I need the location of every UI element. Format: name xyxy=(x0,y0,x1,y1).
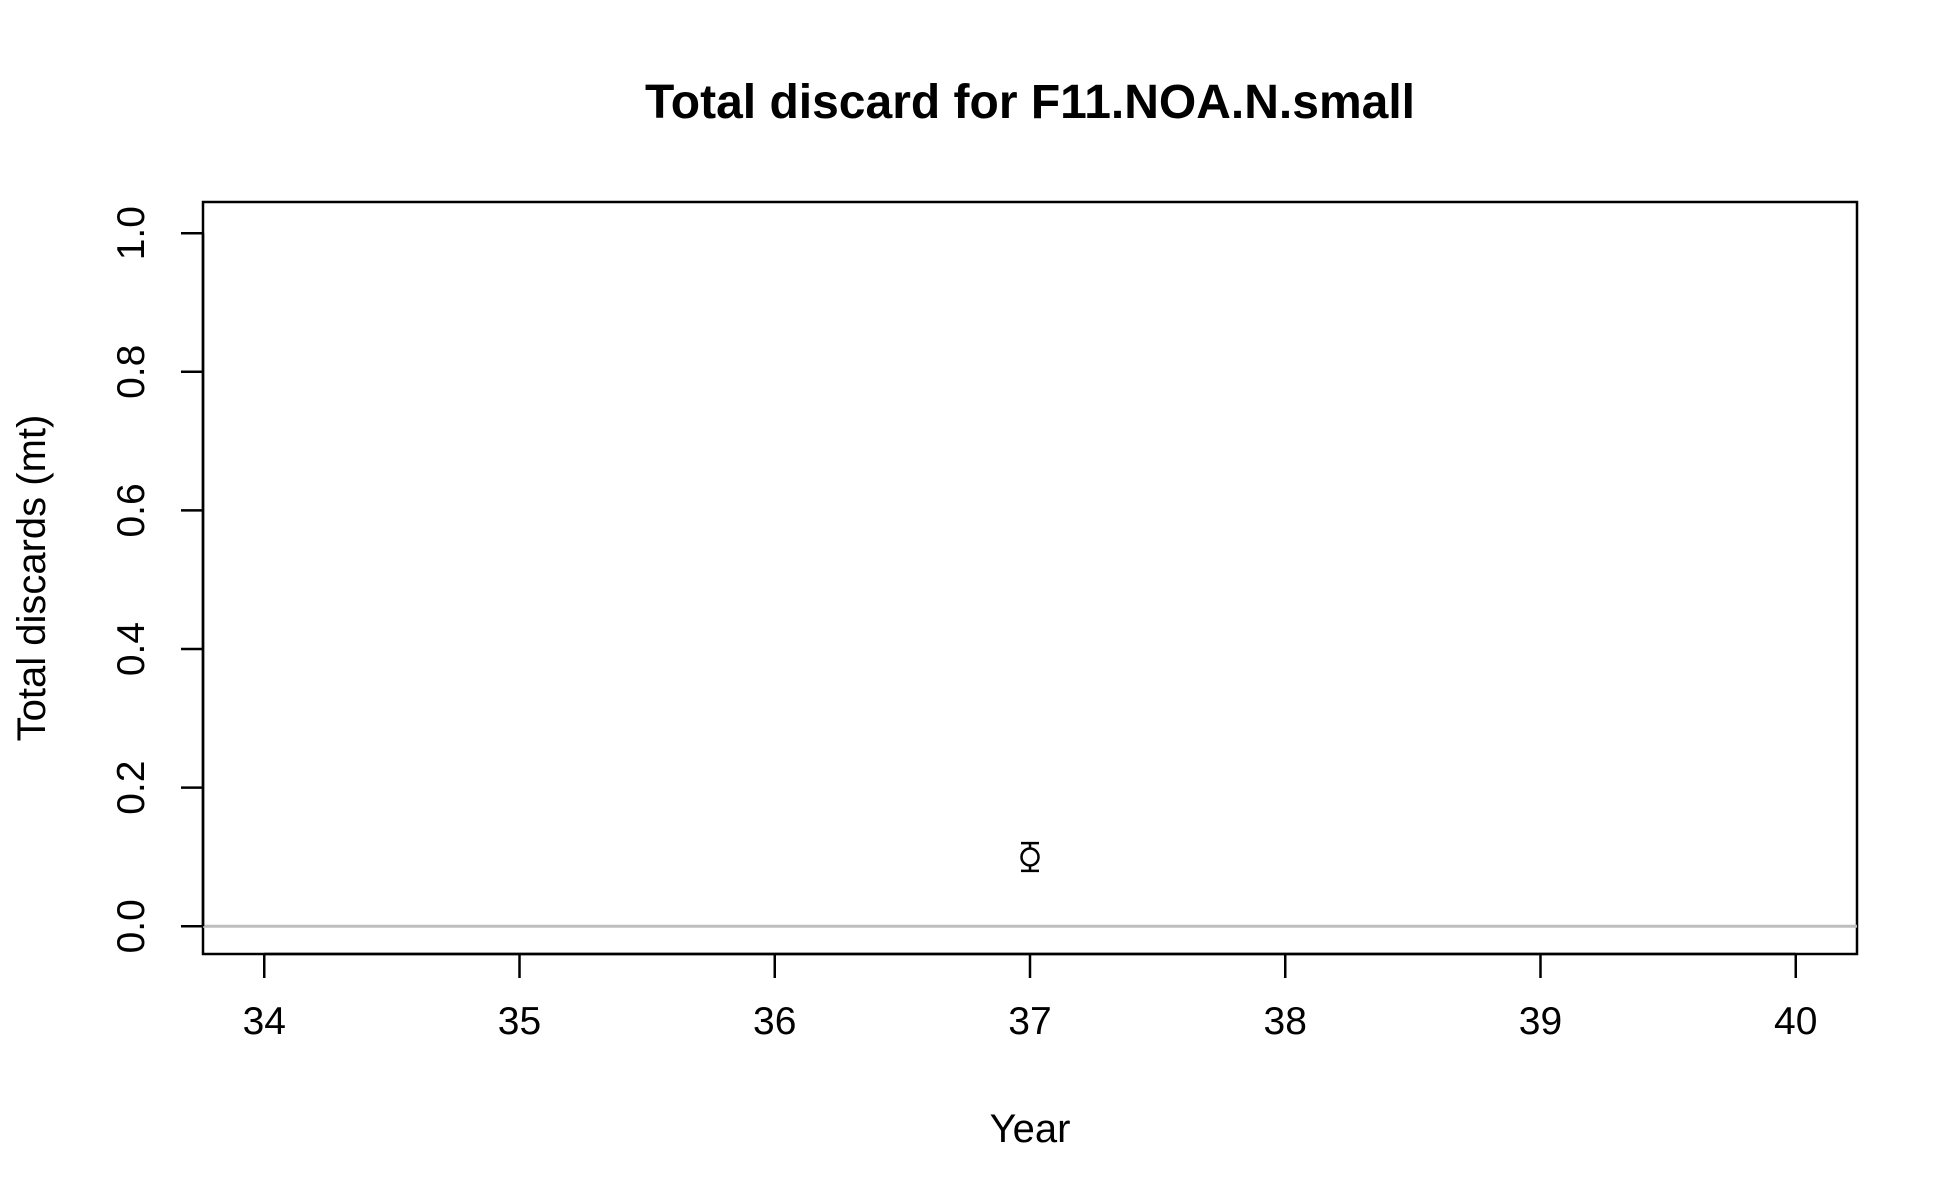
x-tick-label-0: 34 xyxy=(243,1000,286,1043)
x-tick-label-4: 38 xyxy=(1264,1000,1307,1043)
y-tick-label-2: 0.4 xyxy=(110,622,153,676)
y-tick-label-0: 0.0 xyxy=(110,899,153,953)
x-tick-label-5: 39 xyxy=(1519,1000,1562,1043)
points-layer xyxy=(1020,841,1040,873)
y-axis: 0.0 0.2 0.4 0.6 0.8 1.0 xyxy=(110,206,205,953)
x-tick-label-6: 40 xyxy=(1774,1000,1817,1043)
y-tick-label-4: 0.8 xyxy=(110,345,153,399)
x-axis-label: Year xyxy=(990,1107,1071,1151)
plot-frame xyxy=(201,200,1859,956)
y-tick-label-5: 1.0 xyxy=(110,206,153,260)
point-0 xyxy=(1020,847,1040,867)
y-tick-label-3: 0.6 xyxy=(110,483,153,537)
x-axis: 34 35 36 37 38 39 40 xyxy=(243,952,1817,1043)
x-tick-label-2: 36 xyxy=(753,1000,796,1043)
x-tick-label-1: 35 xyxy=(498,1000,541,1043)
x-tick-label-3: 37 xyxy=(1008,1000,1051,1043)
chart-title: Total discard for F11.NOA.N.small xyxy=(645,76,1415,129)
y-tick-label-1: 0.2 xyxy=(110,761,153,815)
y-axis-label: Total discards (mt) xyxy=(10,415,54,742)
